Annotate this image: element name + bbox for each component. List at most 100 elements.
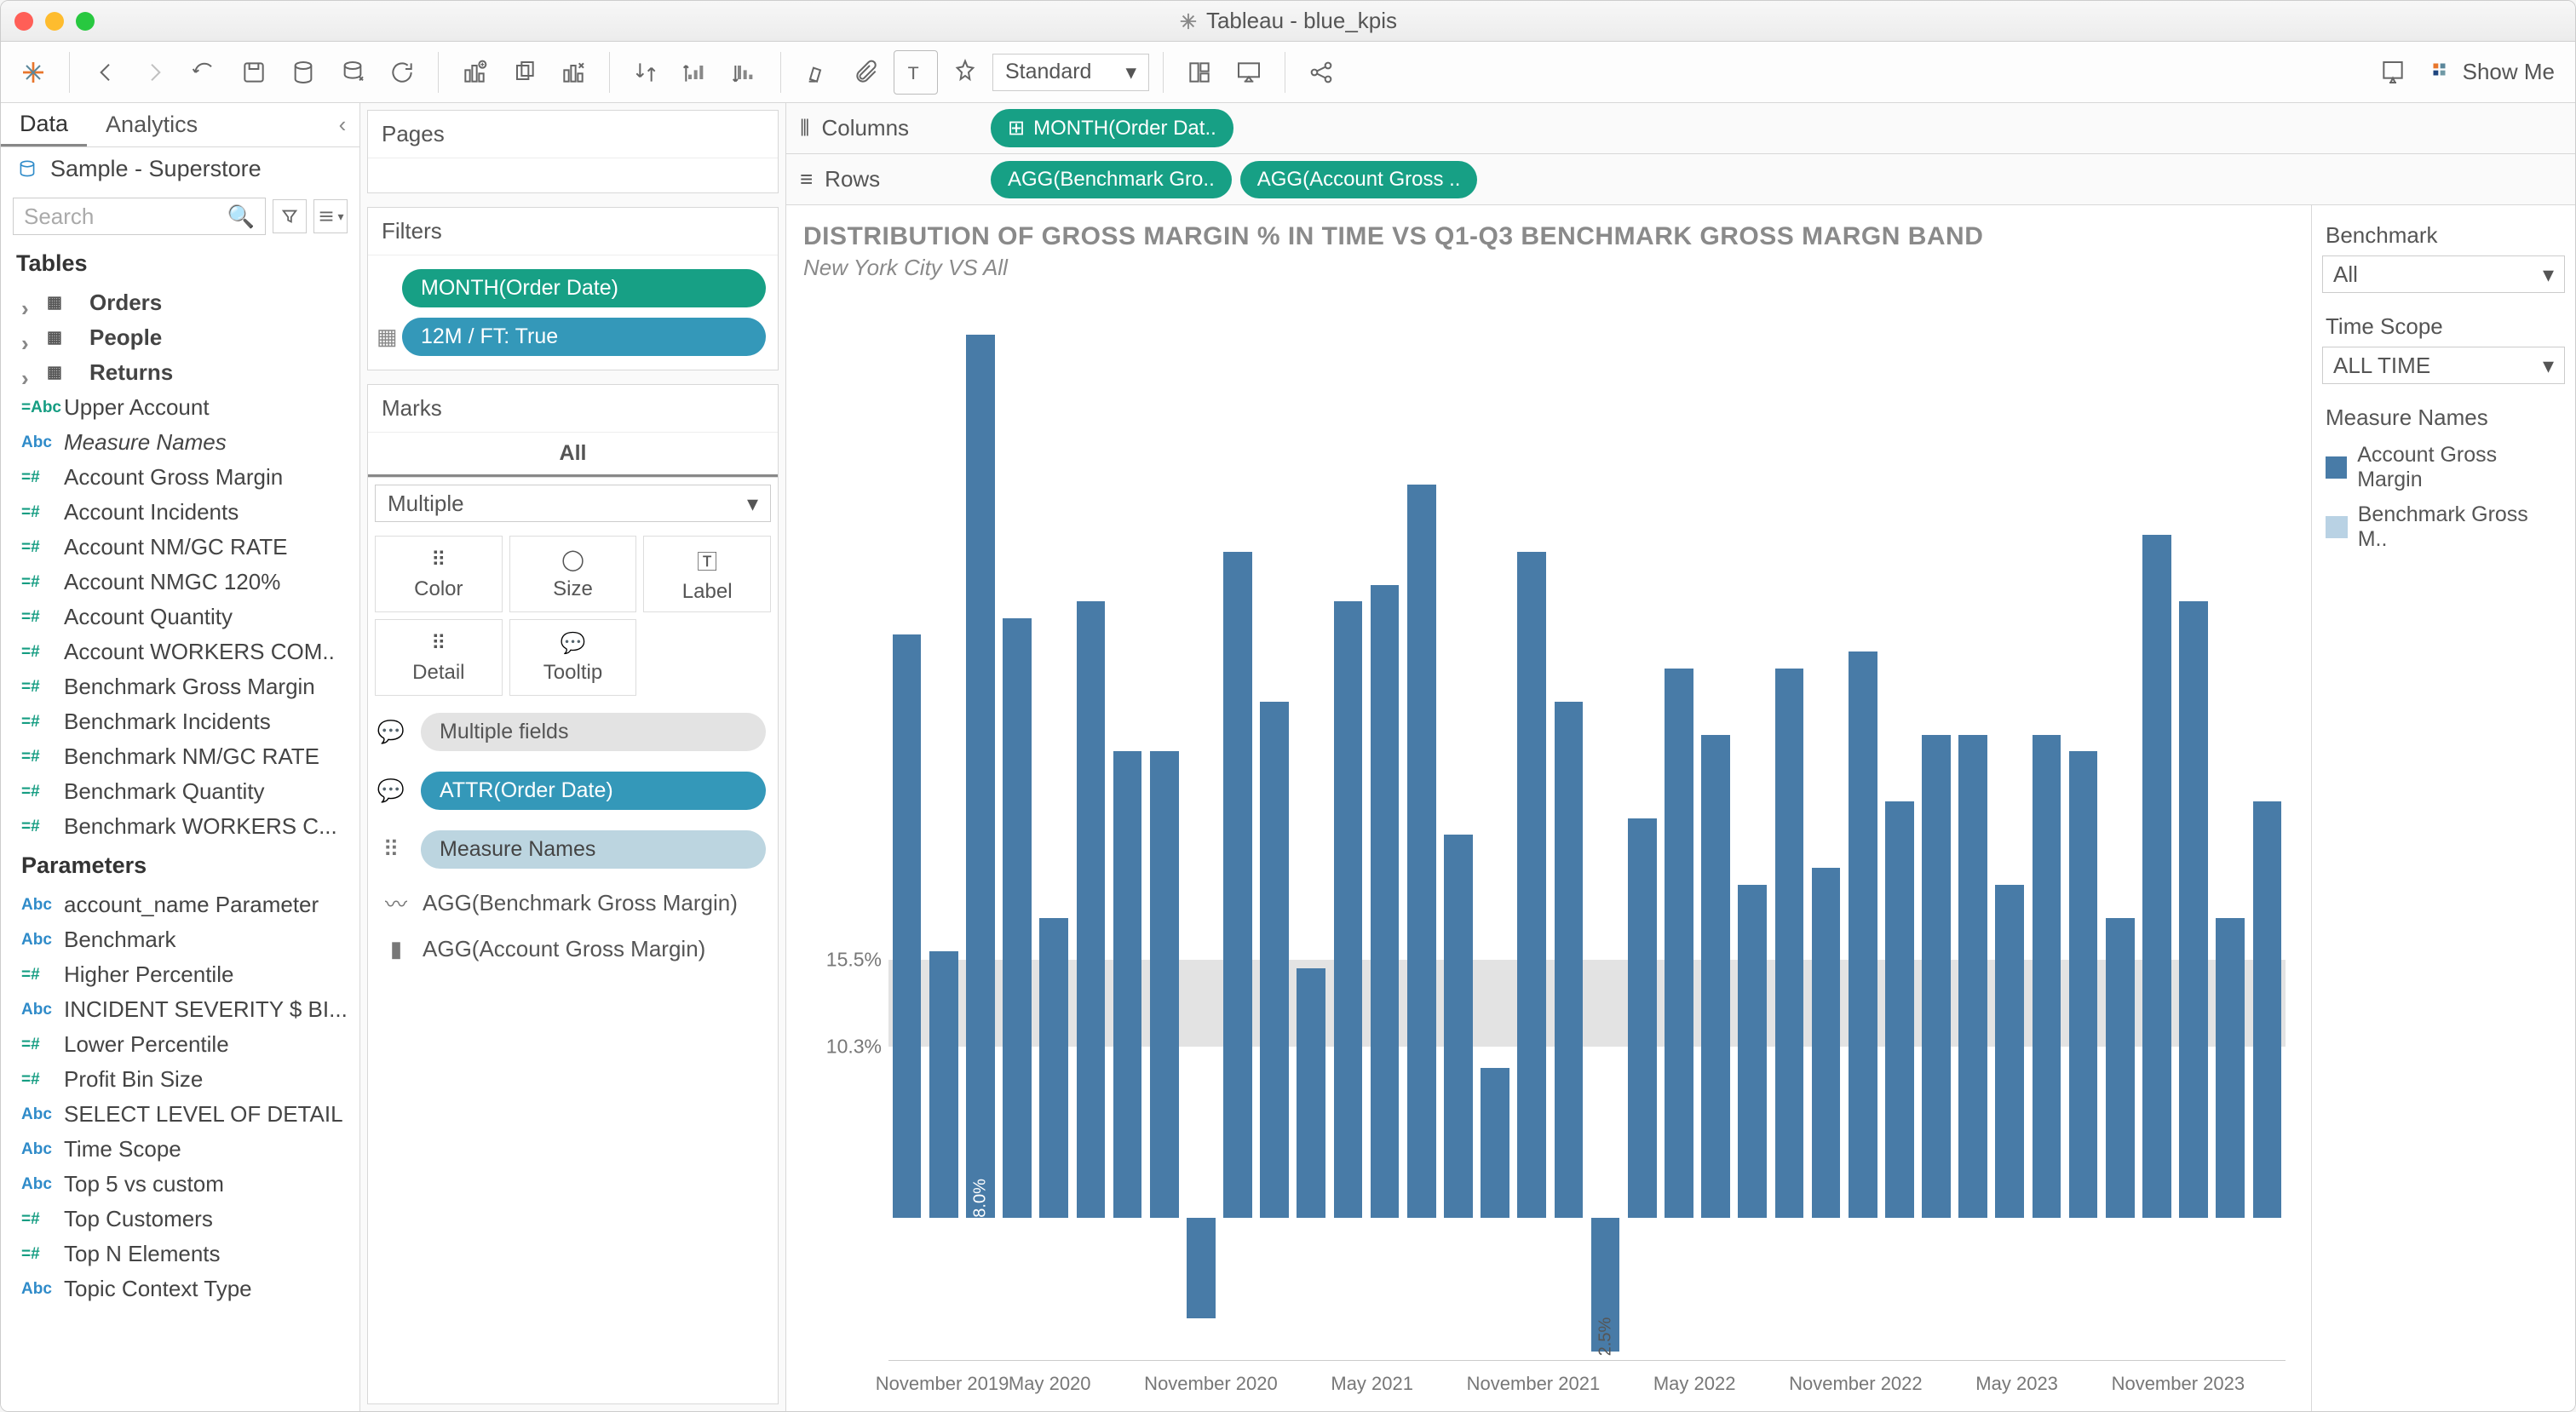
table-row[interactable]: ›▦Returns — [6, 355, 354, 390]
field-row[interactable]: =#Account Incidents — [6, 495, 354, 530]
field-row[interactable]: =#Benchmark WORKERS C... — [6, 809, 354, 844]
bar[interactable] — [1738, 885, 1767, 1218]
bar[interactable] — [1039, 918, 1068, 1218]
swap-button[interactable] — [624, 50, 668, 95]
filter-pill[interactable]: MONTH(Order Date) — [402, 269, 766, 307]
chart-area[interactable]: 15.5%10.3% 48.0%2.5% November 2019May 20… — [803, 301, 2286, 1403]
table-row[interactable]: ›▦Orders — [6, 285, 354, 320]
show-me-button[interactable]: Show Me — [2420, 59, 2565, 85]
bar[interactable] — [2253, 801, 2282, 1218]
table-row[interactable]: ›▦People — [6, 320, 354, 355]
mark-layer[interactable]: 〰AGG(Benchmark Gross Margin) — [368, 879, 778, 927]
legend-item[interactable]: Account Gross Margin — [2322, 438, 2565, 497]
parameter-row[interactable]: Abcaccount_name Parameter — [6, 887, 354, 922]
close-window-button[interactable] — [14, 12, 33, 31]
parameter-row[interactable]: =#Profit Bin Size — [6, 1062, 354, 1097]
undo-redo-button[interactable] — [182, 50, 227, 95]
save-button[interactable] — [232, 50, 276, 95]
back-button[interactable] — [83, 50, 128, 95]
show-hide-cards-button[interactable] — [1177, 50, 1222, 95]
field-row[interactable]: =#Benchmark Gross Margin — [6, 669, 354, 704]
bar[interactable] — [1995, 885, 2024, 1218]
parameter-row[interactable]: AbcTime Scope — [6, 1132, 354, 1167]
new-datasource-button[interactable] — [281, 50, 325, 95]
clear-button[interactable] — [551, 50, 595, 95]
sort-asc-button[interactable] — [673, 50, 717, 95]
view-fields-button[interactable]: ▾ — [313, 199, 348, 233]
field-row[interactable]: =#Account NM/GC RATE — [6, 530, 354, 565]
new-worksheet-button[interactable] — [452, 50, 497, 95]
bar[interactable] — [1371, 585, 1400, 1219]
bar[interactable] — [2106, 918, 2135, 1218]
field-row[interactable]: =#Benchmark Quantity — [6, 774, 354, 809]
bar[interactable]: 48.0% — [966, 335, 995, 1218]
parameter-row[interactable]: =#Top N Elements — [6, 1237, 354, 1271]
duplicate-button[interactable] — [502, 50, 546, 95]
field-row[interactable]: =AbcUpper Account — [6, 390, 354, 425]
marks-tab-all[interactable]: All — [368, 433, 778, 477]
share-button[interactable] — [1299, 50, 1343, 95]
refresh-button[interactable] — [380, 50, 424, 95]
tab-analytics[interactable]: Analytics — [87, 103, 216, 146]
zoom-window-button[interactable] — [76, 12, 95, 31]
filters-shelf[interactable]: MONTH(Order Date)▦12M / FT: True — [368, 255, 778, 370]
collapse-pane-button[interactable]: ‹ — [325, 103, 359, 146]
mark-item[interactable]: ⠿Measure Names — [368, 820, 778, 879]
columns-shelf[interactable]: ⦀Columns ⊞MONTH(Order Dat.. — [786, 103, 2575, 154]
bar[interactable] — [1297, 968, 1325, 1219]
bar[interactable] — [1113, 751, 1142, 1218]
bar[interactable] — [1077, 601, 1106, 1218]
bar[interactable] — [1958, 735, 1987, 1219]
bar[interactable] — [1517, 552, 1546, 1219]
rows-shelf[interactable]: ≡Rows AGG(Benchmark Gro..AGG(Account Gro… — [786, 154, 2575, 205]
field-row[interactable]: AbcMeasure Names — [6, 425, 354, 460]
mark-item[interactable]: 💬Multiple fields — [368, 703, 778, 761]
mark-tooltip-button[interactable]: 💬Tooltip — [509, 619, 637, 696]
bar[interactable] — [1334, 601, 1363, 1218]
bar[interactable] — [1849, 651, 1877, 1218]
tableau-logo-button[interactable] — [11, 50, 55, 95]
search-input[interactable]: Search 🔍 — [13, 198, 266, 235]
bar[interactable] — [1665, 669, 1693, 1219]
timescope-dropdown[interactable]: ALL TIME▾ — [2322, 347, 2565, 384]
bar[interactable] — [2069, 751, 2098, 1218]
row-pill[interactable]: AGG(Benchmark Gro.. — [991, 161, 1232, 198]
parameter-row[interactable]: AbcSELECT LEVEL OF DETAIL — [6, 1097, 354, 1132]
bar[interactable] — [1555, 702, 1584, 1219]
fit-dropdown[interactable]: Standard▾ — [992, 54, 1149, 91]
field-row[interactable]: =#Account Quantity — [6, 600, 354, 634]
column-pill[interactable]: ⊞MONTH(Order Dat.. — [991, 109, 1233, 147]
bar[interactable] — [1775, 669, 1804, 1219]
legend-item[interactable]: Benchmark Gross M.. — [2322, 497, 2565, 557]
explain-data-button[interactable] — [943, 50, 987, 95]
bar[interactable] — [1187, 1218, 1216, 1317]
bar[interactable] — [1628, 818, 1657, 1219]
mark-size-button[interactable]: ◯Size — [509, 536, 637, 612]
bar[interactable] — [2033, 735, 2061, 1219]
row-pill[interactable]: AGG(Account Gross .. — [1240, 161, 1478, 198]
bar[interactable] — [1223, 552, 1252, 1219]
filter-fields-button[interactable] — [273, 199, 307, 233]
field-row[interactable]: =#Benchmark NM/GC RATE — [6, 739, 354, 774]
highlight-button[interactable] — [795, 50, 839, 95]
bar[interactable] — [1260, 702, 1289, 1219]
parameter-row[interactable]: =#Lower Percentile — [6, 1027, 354, 1062]
mark-detail-button[interactable]: ⠿Detail — [375, 619, 503, 696]
parameter-row[interactable]: =#Top Customers — [6, 1202, 354, 1237]
guide-button[interactable] — [2371, 50, 2415, 95]
bar[interactable] — [1444, 835, 1473, 1218]
bar[interactable] — [893, 634, 922, 1218]
bar[interactable] — [2142, 535, 2171, 1218]
mark-color-button[interactable]: ⠿Color — [375, 536, 503, 612]
bar[interactable] — [1003, 618, 1032, 1219]
tab-data[interactable]: Data — [1, 103, 87, 146]
attach-button[interactable] — [844, 50, 888, 95]
parameter-row[interactable]: AbcBenchmark — [6, 922, 354, 957]
benchmark-dropdown[interactable]: All▾ — [2322, 255, 2565, 293]
bar[interactable] — [2216, 918, 2245, 1218]
parameter-row[interactable]: =#Higher Percentile — [6, 957, 354, 992]
field-row[interactable]: =#Account NMGC 120% — [6, 565, 354, 600]
parameter-row[interactable]: AbcTop 5 vs custom — [6, 1167, 354, 1202]
bar[interactable] — [929, 951, 958, 1218]
bar[interactable]: 2.5% — [1591, 1218, 1620, 1352]
